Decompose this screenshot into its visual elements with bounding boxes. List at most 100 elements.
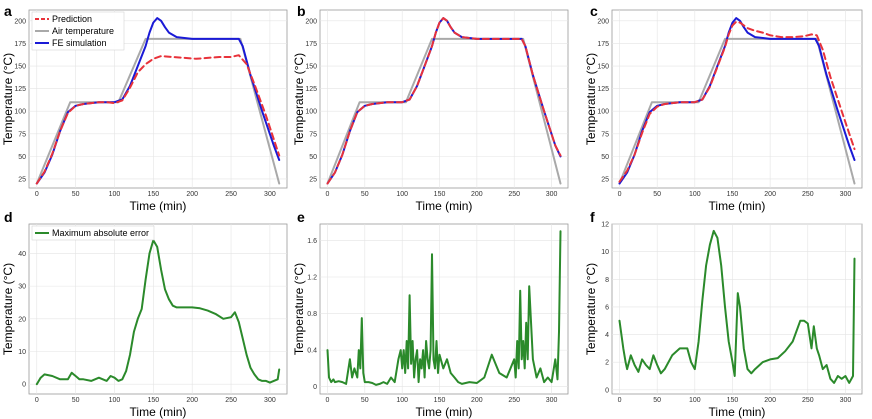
x-tick-label: 250 (508, 397, 520, 404)
y-tick-label: 2 (605, 360, 609, 367)
y-axis-label: Temperature (°C) (292, 53, 306, 145)
panel-letter: d (4, 209, 13, 225)
x-tick-label: 100 (689, 397, 701, 404)
x-tick-label: 250 (508, 191, 520, 198)
x-axis-label: Time (min) (130, 405, 187, 419)
legend-entry: Air temperature (52, 26, 114, 36)
x-tick-label: 300 (546, 191, 558, 198)
series-line-prediction (35, 54, 281, 185)
y-tick-label: 0 (605, 387, 609, 394)
y-tick-label: 8 (605, 277, 609, 284)
x-tick-label: 50 (72, 397, 80, 404)
y-tick-label: 10 (601, 249, 609, 256)
y-tick-label: 200 (597, 18, 609, 25)
x-tick-label: 300 (840, 191, 852, 198)
x-tick-label: 0 (35, 191, 39, 198)
x-tick-label: 200 (186, 191, 198, 198)
x-tick-label: 300 (546, 397, 558, 404)
series-line-maximum-absolute-error (35, 239, 281, 386)
x-tick-label: 50 (653, 397, 661, 404)
y-tick-label: 125 (597, 86, 609, 93)
x-tick-label: 250 (225, 397, 237, 404)
x-axis-label: Time (min) (416, 199, 473, 213)
y-axis-label: Temperature (°C) (292, 263, 306, 355)
x-tick-label: 0 (618, 397, 622, 404)
y-tick-label: 100 (305, 109, 317, 116)
x-tick-label: 150 (147, 191, 159, 198)
y-axis-label: Temperature (°C) (584, 53, 598, 145)
chart-panel-f: 0 50 100 150 200 250 300 0 2 4 6 8 10 12 Time (min) Tem… (584, 209, 863, 419)
x-axis-label: Time (min) (416, 405, 473, 419)
x-tick-label: 50 (653, 191, 661, 198)
chart-panel-a: 0 50 100 150 200 250 300255075100125150175200T… (1, 3, 288, 213)
y-tick-label: 175 (305, 41, 317, 48)
y-tick-label: 25 (309, 176, 317, 183)
y-axis-label: Temperature (°C) (1, 263, 15, 355)
y-axis-label: Temperature (°C) (1, 53, 15, 145)
x-tick-label: 100 (396, 397, 408, 404)
x-axis-label: Time (min) (130, 199, 187, 213)
y-tick-label: 175 (14, 41, 26, 48)
y-tick-label: 12 (601, 222, 609, 229)
y-tick-label: 75 (18, 131, 26, 138)
y-tick-label: 75 (601, 131, 609, 138)
x-tick-label: 200 (471, 397, 483, 404)
legend-entry: Prediction (52, 14, 92, 24)
series-line-prediction (618, 20, 856, 183)
x-tick-label: 150 (434, 397, 446, 404)
x-tick-label: 300 (264, 191, 276, 198)
legend-entry: FE simulation (52, 38, 107, 48)
x-tick-label: 0 (326, 191, 330, 198)
y-tick-label: 1.2 (307, 275, 317, 282)
y-tick-label: 25 (601, 176, 609, 183)
y-tick-label: 75 (309, 131, 317, 138)
x-tick-label: 250 (225, 191, 237, 198)
y-tick-label: 40 (18, 251, 26, 258)
y-tick-label: 100 (14, 109, 26, 116)
y-tick-label: 10 (18, 349, 26, 356)
chart-panel-c: 0 50 100 150 200 250 300255075100125150175200T… (584, 3, 863, 213)
legend-entry: Maximum absolute error (52, 228, 149, 238)
y-tick-label: 4 (605, 332, 609, 339)
series-line-prediction (326, 17, 562, 185)
x-tick-label: 50 (361, 397, 369, 404)
x-tick-label: 0 (326, 397, 330, 404)
x-tick-label: 150 (727, 397, 739, 404)
x-tick-label: 100 (396, 191, 408, 198)
y-tick-label: 125 (14, 86, 26, 93)
x-tick-label: 50 (72, 191, 80, 198)
y-tick-label: 175 (597, 41, 609, 48)
y-tick-label: 30 (18, 284, 26, 291)
y-tick-label: 125 (305, 86, 317, 93)
x-tick-label: 100 (109, 191, 121, 198)
x-tick-label: 150 (434, 191, 446, 198)
x-axis-label: Time (min) (709, 405, 766, 419)
series-line-error (618, 229, 856, 384)
chart-panel-e: 0 50 100 150 200 250 300 0 0.4 0.8 1.2 1.6 Time (min… (292, 209, 569, 419)
y-tick-label: 200 (305, 18, 317, 25)
x-axis-label: Time (min) (709, 199, 766, 213)
y-tick-label: 6 (605, 304, 609, 311)
x-tick-label: 300 (264, 397, 276, 404)
series-line-error (326, 230, 562, 386)
panel-letter: b (297, 3, 306, 19)
plot-area (611, 9, 863, 189)
y-tick-label: 150 (305, 64, 317, 71)
y-axis-label: Temperature (°C) (584, 263, 598, 355)
x-tick-label: 200 (764, 397, 776, 404)
y-tick-label: 0.4 (307, 348, 317, 355)
panel-letter: e (297, 209, 305, 225)
legend-box (31, 225, 155, 241)
x-tick-label: 150 (147, 397, 159, 404)
x-tick-label: 150 (727, 191, 739, 198)
x-tick-label: 100 (109, 397, 121, 404)
panel-letter: f (590, 209, 595, 225)
x-tick-label: 200 (471, 191, 483, 198)
y-tick-label: 100 (597, 109, 609, 116)
panel-letter: c (590, 3, 598, 19)
y-tick-label: 0 (22, 382, 26, 389)
x-tick-label: 300 (840, 397, 852, 404)
y-tick-label: 20 (18, 316, 26, 323)
y-tick-label: 0 (313, 384, 317, 391)
